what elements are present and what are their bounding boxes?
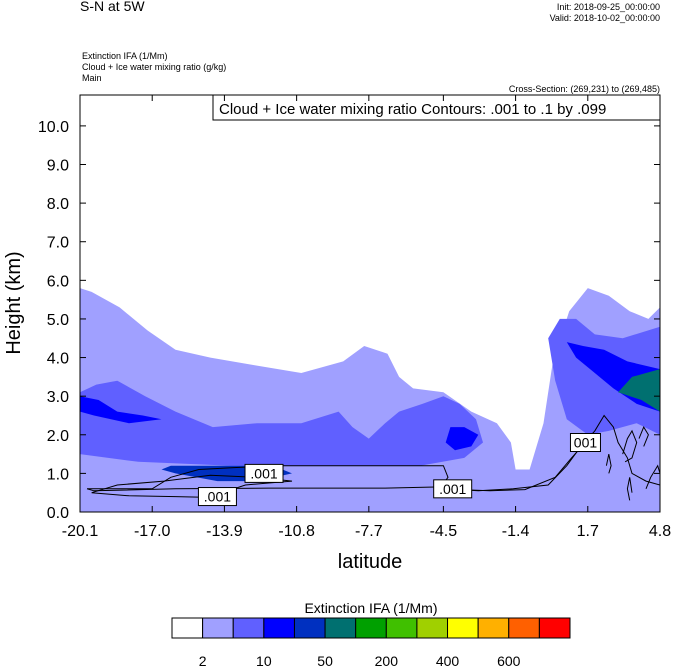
valid-time: Valid: 2018-10-02_00:00:00 (549, 13, 660, 23)
contour-label-box-3 (433, 479, 473, 499)
contour-label-box-4 (569, 433, 601, 452)
x-tick-label: 1.7 (577, 523, 599, 540)
colorbar-title: Extinction IFA (1/Mm) (304, 600, 437, 616)
colorbar-swatch-4 (263, 617, 295, 639)
y-tick-label: 8.0 (47, 196, 69, 213)
y-tick-label: 3.0 (47, 389, 69, 406)
contour-label-4: 001 (574, 435, 598, 451)
x-tick-label: 4.8 (649, 523, 671, 540)
contour-line-2 (91, 474, 293, 498)
x-tick-label: -17.0 (134, 523, 171, 540)
field-label-extinction: Extinction IFA (1/Mm) (82, 51, 168, 61)
filled-region-4 (80, 396, 162, 424)
colorbar-label-600: 600 (497, 653, 521, 668)
y-tick-label: 1.0 (47, 466, 69, 483)
colorbar-swatch-10 (447, 617, 479, 639)
y-tick-label: 6.0 (47, 273, 69, 290)
y-tick-label: 4.0 (47, 351, 69, 368)
colorbar-label-50: 50 (317, 653, 333, 668)
contour-label-box-2 (244, 463, 284, 483)
y-tick-label: 7.0 (47, 235, 69, 252)
colorbar-label-2: 2 (199, 653, 207, 668)
contour-line-7 (645, 464, 660, 489)
x-tick-label: -4.5 (430, 523, 458, 540)
field-label-main: Main (82, 73, 102, 83)
x-tick-label: -13.9 (206, 523, 243, 540)
contour-legend-text: Cloud + Ice water mixing ratio Contours:… (219, 101, 606, 118)
colorbar-label-200: 200 (375, 653, 399, 668)
contour-label-box-1 (197, 487, 237, 507)
y-axis-label: Height (km) (3, 251, 25, 354)
colorbar-swatch-11 (477, 617, 510, 639)
colorbar-swatch-13 (538, 617, 571, 639)
contour-legend-box (212, 94, 661, 121)
x-tick-label: -20.1 (62, 523, 99, 540)
colorbar-swatch-5 (293, 617, 326, 639)
y-tick-label: 10.0 (38, 119, 69, 136)
y-tick-label: 5.0 (47, 312, 69, 329)
colorbar-swatch-12 (508, 617, 540, 639)
filled-region-2 (80, 380, 483, 466)
x-tick-label: -7.7 (355, 523, 383, 540)
colorbar-swatch-6 (324, 617, 357, 639)
cross-section-label: Cross-Section: (269,231) to (269,485) (508, 84, 660, 94)
colorbar-swatch-2 (202, 617, 234, 639)
x-axis-label: latitude (338, 551, 403, 573)
y-tick-label: 0.0 (47, 505, 69, 522)
filled-region-5 (445, 427, 479, 451)
contour-line-8 (605, 453, 612, 474)
colorbar-label-10: 10 (256, 653, 272, 668)
y-tick-label: 9.0 (47, 158, 69, 175)
filled-region-8 (618, 369, 660, 412)
field-label-cloud-ice: Cloud + Ice water mixing ratio (g/kg) (82, 62, 227, 72)
colorbar-swatch-8 (385, 617, 418, 639)
x-tick-label: -1.4 (502, 523, 530, 540)
colorbar-swatch-7 (355, 617, 387, 639)
init-time: Init: 2018-09-25_00:00:00 (556, 2, 660, 12)
contour-line-9 (638, 425, 649, 447)
contour-label-2: .001 (250, 465, 277, 481)
contour-line-6 (626, 477, 633, 501)
contour-line-3 (445, 414, 660, 492)
contour-label-1: .001 (204, 489, 231, 505)
colorbar-label-400: 400 (436, 653, 460, 668)
x-tick-label: -10.8 (278, 523, 315, 540)
contour-line-5 (622, 429, 638, 463)
colorbar-swatch-1 (171, 617, 204, 639)
chart-title: S-N at 5W (80, 0, 145, 14)
colorbar-swatch-3 (232, 617, 265, 639)
colorbar-swatch-9 (416, 617, 449, 639)
contour-label-3: .001 (439, 481, 466, 497)
y-tick-label: 2.0 (47, 428, 69, 445)
